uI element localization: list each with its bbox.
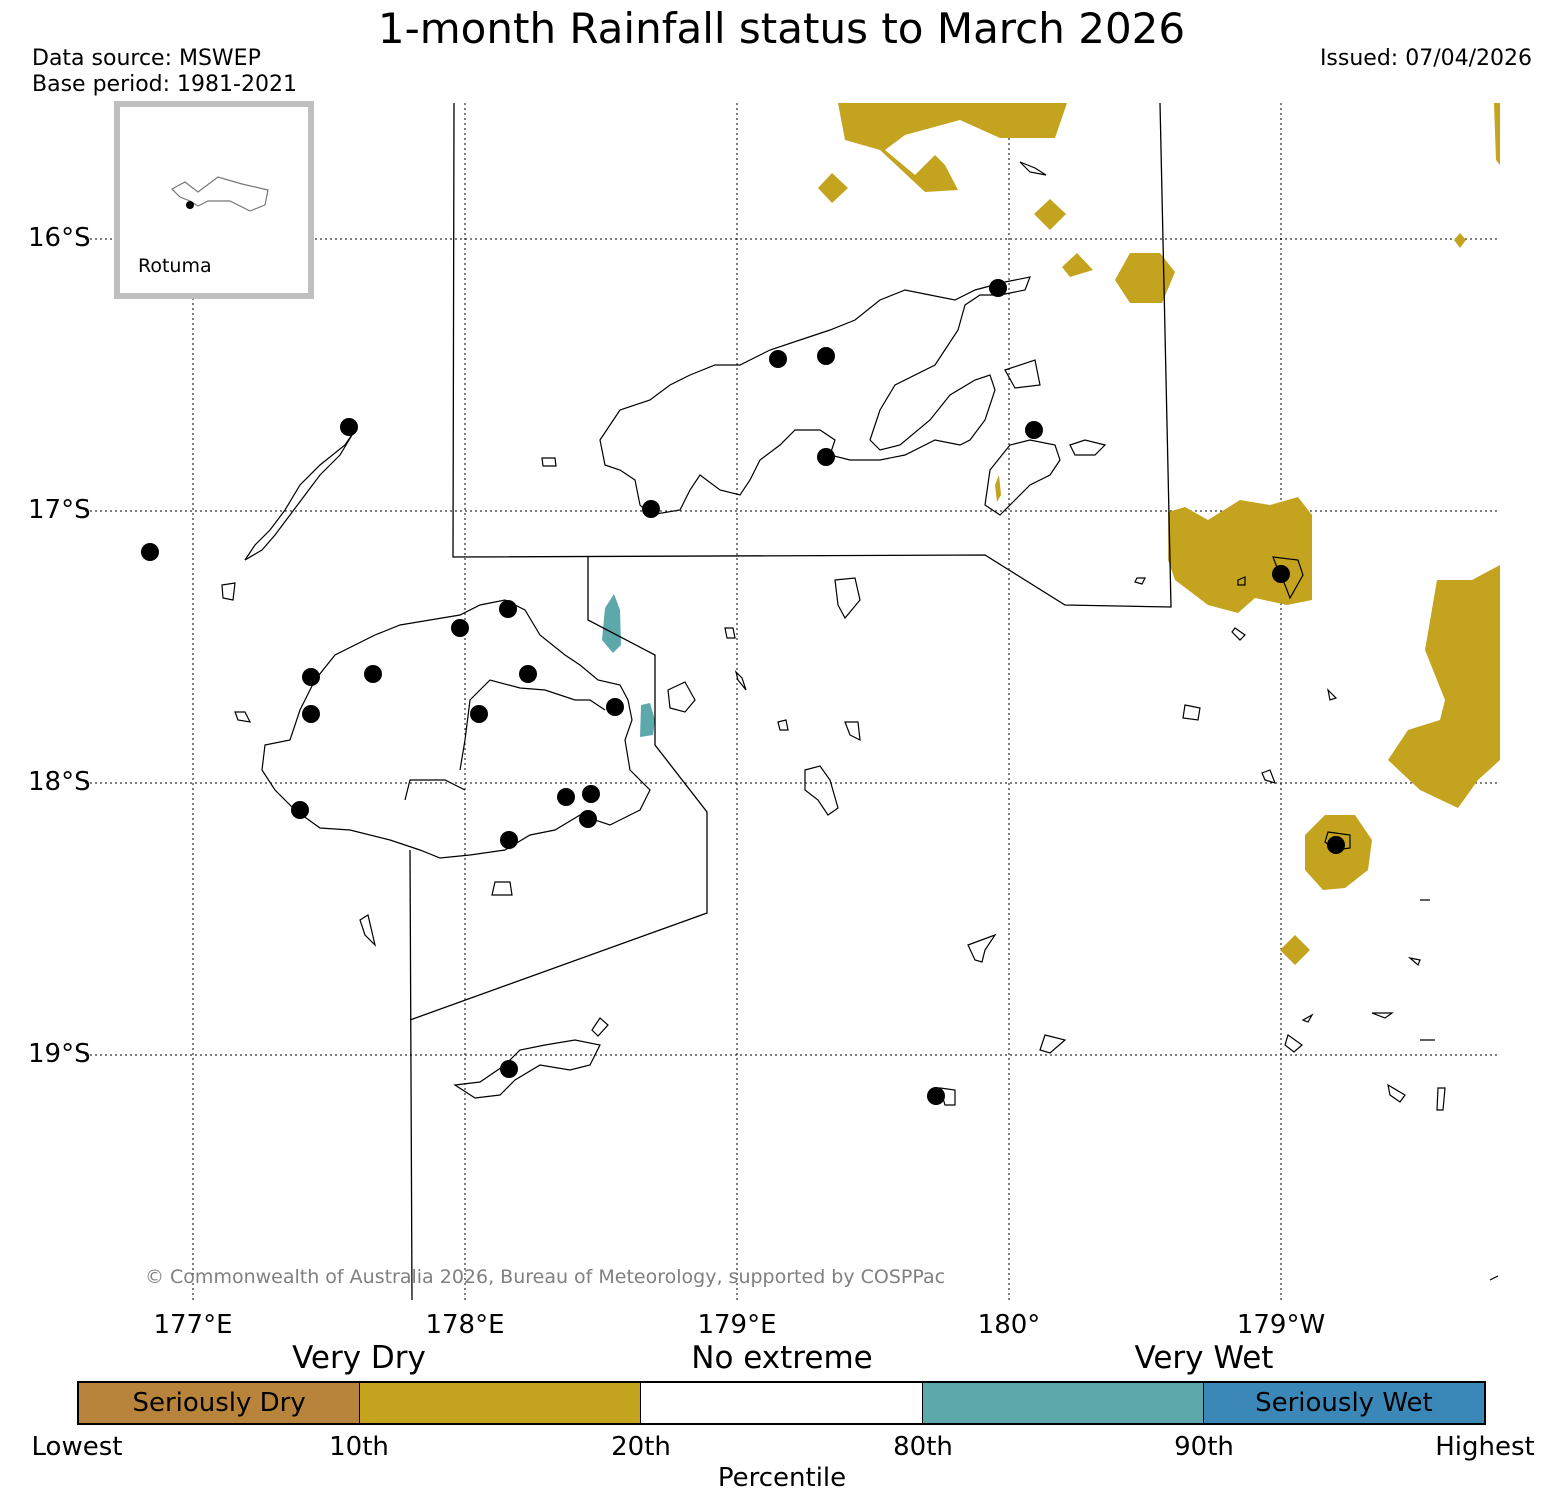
- very-wet-regions: [602, 594, 655, 737]
- rotuma-island-outline: [171, 176, 269, 212]
- legend-group-very-dry: Very Dry: [292, 1340, 426, 1376]
- issued-date: Issued: 07/04/2026: [1319, 46, 1532, 71]
- legend-no-extreme: [641, 1383, 923, 1423]
- graticule: [85, 103, 1498, 1300]
- legend-tick-80th: 80th: [893, 1432, 953, 1462]
- legend-very-wet: [922, 1383, 1204, 1423]
- legend-seriously-dry: Seriously Dry: [79, 1383, 361, 1423]
- copyright-notice: © Commonwealth of Australia 2026, Bureau…: [145, 1266, 946, 1288]
- lon-label-180: 180°: [977, 1310, 1041, 1340]
- station-markers: [141, 279, 1345, 1105]
- map-title: 1-month Rainfall status to March 2026: [377, 4, 1186, 53]
- legend-tick-10th: 10th: [329, 1432, 389, 1462]
- lat-label-16s: 16°S: [28, 223, 91, 253]
- coastlines: [221, 161, 1499, 1281]
- data-source: Data source: MSWEP: [32, 46, 261, 71]
- legend-tick-lowest: Lowest: [31, 1432, 123, 1462]
- lon-label-177e: 177°E: [153, 1310, 233, 1340]
- source-info: Data source: MSWEP Base period: 1981-202…: [32, 46, 297, 98]
- lat-label-19s: 19°S: [28, 1039, 91, 1069]
- legend-tick-highest: Highest: [1435, 1432, 1535, 1462]
- legend-very-dry: [360, 1383, 642, 1423]
- rotuma-inset: Rotuma: [114, 101, 314, 299]
- division-boundaries: [409, 102, 1172, 1301]
- lat-label-17s: 17°S: [28, 495, 91, 525]
- legend-axis-title: Percentile: [717, 1463, 847, 1493]
- legend-tick-20th: 20th: [611, 1432, 671, 1462]
- lat-label-18s: 18°S: [28, 767, 91, 797]
- legend-group-no-extreme: No extreme: [691, 1340, 873, 1376]
- base-period: Base period: 1981-2021: [32, 72, 297, 97]
- lon-label-178e: 178°E: [425, 1310, 505, 1340]
- legend-tick-90th: 90th: [1174, 1432, 1234, 1462]
- very-dry-regions: [818, 103, 1500, 965]
- legend-seriously-wet: Seriously Wet: [1203, 1383, 1485, 1423]
- legend-group-very-wet: Very Wet: [1134, 1340, 1274, 1376]
- lon-label-179e: 179°E: [697, 1310, 777, 1340]
- legend-colorbar: Seriously Dry Seriously Wet: [77, 1381, 1486, 1425]
- lon-label-179w: 179°W: [1236, 1310, 1326, 1340]
- inset-label: Rotuma: [138, 255, 212, 277]
